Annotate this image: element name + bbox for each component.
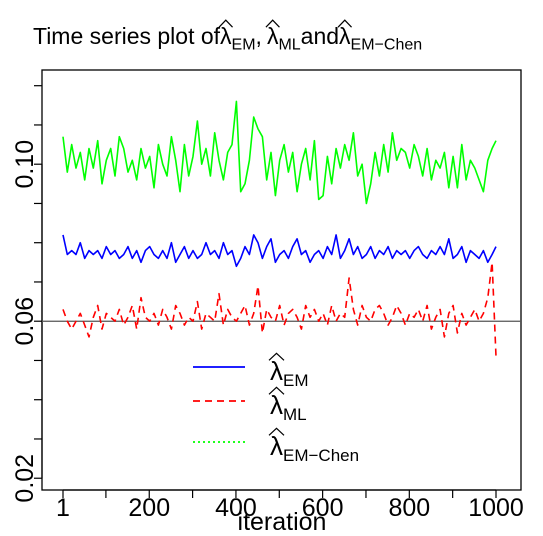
legend-label-0-hat (268, 352, 285, 361)
series-line-0 (62, 100, 497, 205)
title-lambda-0-hat (218, 19, 233, 28)
title-lambda-2-sub: EM−Chen (351, 37, 423, 54)
y-tick-label: 0.06 (11, 297, 39, 346)
legend-label-0-sub: EM (283, 371, 309, 390)
legend-label-1-hat (268, 386, 285, 395)
legend-label-2-sub: EM−Chen (283, 446, 359, 465)
legend-label-1-symbol: λ (270, 390, 283, 420)
title-sep-0: , (256, 23, 262, 49)
chart-title: Time series plot of λ EM, λ ML and λ EM−Chen (33, 19, 423, 54)
title-lambda-0-symbol: λ (220, 23, 232, 49)
legend-label-0-symbol: λ (270, 356, 283, 386)
x-tick-label: 400 (215, 494, 257, 522)
legend-label-1: λ ML (268, 386, 307, 424)
title-lambda-2-symbol: λ (339, 23, 351, 49)
x-axis: 1 200 400 600 800 1000 (56, 489, 524, 522)
title-prefix: Time series plot of (33, 23, 221, 49)
y-tick-label: 0.02 (11, 454, 39, 503)
legend-label-2-symbol: λ (270, 431, 283, 461)
x-tick-label: 600 (302, 494, 344, 522)
series-line-1 (62, 234, 497, 268)
x-tick-label: 1000 (468, 494, 524, 522)
title-lambda-1: λ ML (265, 19, 301, 54)
title-lambda-1-symbol: λ (267, 23, 279, 49)
title-lambda-0-sub: EM (232, 37, 256, 54)
x-axis-title: iteration (238, 508, 327, 536)
series-group (62, 100, 497, 357)
x-tick-label: 800 (388, 494, 430, 522)
title-lambda-2-hat (337, 19, 352, 28)
title-lambda-1-hat (265, 19, 280, 28)
legend-label-1-sub: ML (283, 405, 307, 424)
legend-label-2: λ EM−Chen (268, 427, 359, 465)
x-tick-label: 1 (56, 494, 70, 522)
title-lambda-0: λ EM (218, 19, 256, 54)
title-lambda-1-sub: ML (278, 37, 300, 54)
series-line-2 (62, 261, 497, 357)
legend-label-2-hat (268, 427, 285, 436)
legend: λ EMλ MLλ EM−Chen (193, 352, 359, 465)
y-axis: 0.02 0.06 0.10 (11, 85, 43, 503)
x-tick-label: 200 (128, 494, 170, 522)
plot-frame (41, 69, 522, 491)
legend-label-0: λ EM (268, 352, 309, 390)
y-tick-label: 0.10 (11, 140, 39, 189)
title-lambda-2: λ EM−Chen (337, 19, 423, 54)
title-sep-1: and (301, 23, 339, 49)
